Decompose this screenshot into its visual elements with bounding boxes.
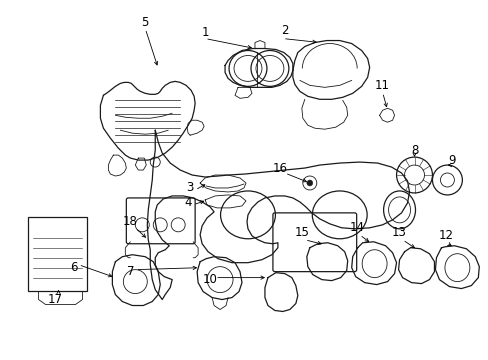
Text: 10: 10 [202, 273, 217, 286]
Text: 9: 9 [448, 154, 455, 167]
Text: 18: 18 [122, 215, 138, 228]
Text: 1: 1 [201, 26, 208, 39]
Text: 7: 7 [126, 265, 134, 278]
Text: 16: 16 [272, 162, 287, 175]
Text: 15: 15 [294, 226, 308, 239]
Text: 6: 6 [70, 261, 77, 274]
Text: 13: 13 [391, 226, 406, 239]
Text: 14: 14 [348, 221, 364, 234]
Text: 2: 2 [281, 24, 288, 37]
Text: 11: 11 [374, 79, 389, 92]
Text: 8: 8 [410, 144, 417, 157]
Circle shape [306, 180, 312, 186]
Text: 17: 17 [48, 293, 63, 306]
Text: 12: 12 [438, 229, 453, 242]
Text: 4: 4 [184, 197, 191, 210]
Text: 3: 3 [186, 181, 193, 194]
Text: 5: 5 [142, 16, 149, 29]
